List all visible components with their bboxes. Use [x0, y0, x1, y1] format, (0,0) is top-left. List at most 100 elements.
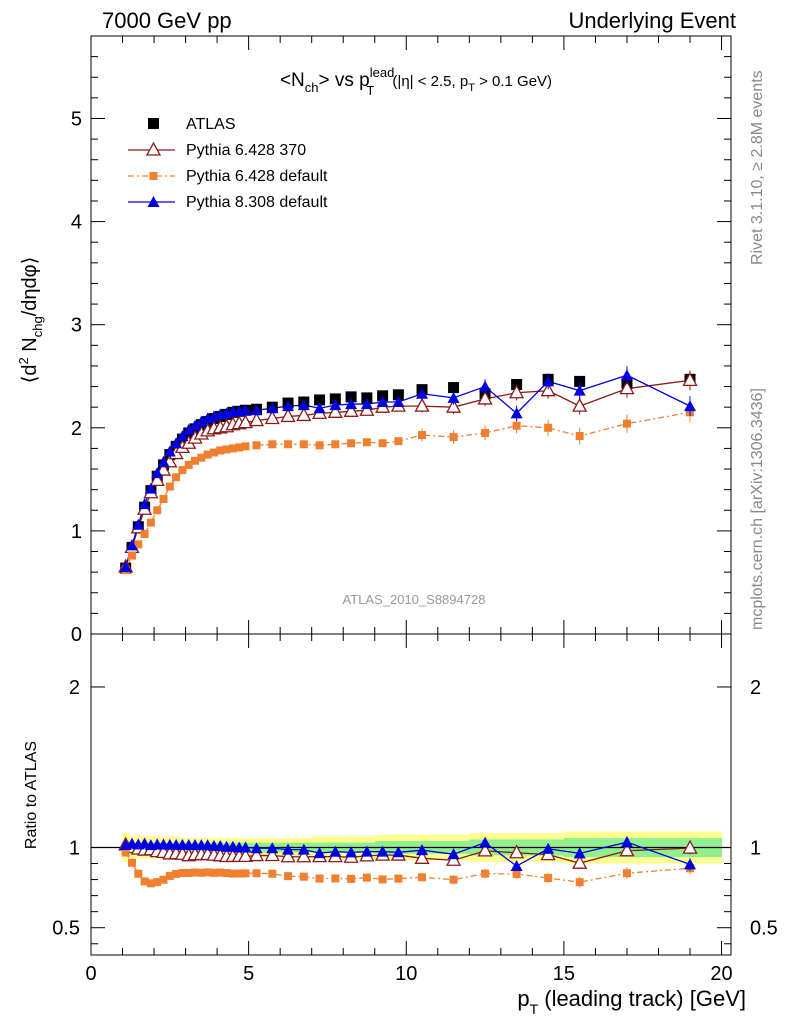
ratio-point-3: [510, 860, 523, 872]
header-right: Underlying Event: [568, 8, 736, 33]
ratio-point-2: [241, 869, 250, 878]
mc-point-2: [172, 473, 181, 482]
mc-point-3: [542, 375, 555, 387]
mc-point-1: [327, 403, 343, 418]
legend-marker-pythia8-default: [147, 196, 160, 207]
ratio-point-2: [228, 869, 237, 878]
ratio-y-tick-labels: 0.5 0.5 1 1 2 2: [52, 677, 778, 940]
mc-point-3: [313, 402, 326, 414]
ratio-point-2: [134, 869, 143, 878]
series-line-1: [125, 379, 691, 568]
mc-point-1: [343, 402, 359, 417]
ratio-point-2: [418, 873, 427, 882]
ratio-point-1: [572, 854, 588, 869]
ratio-point-1: [477, 842, 493, 857]
ratio-point-2: [121, 848, 130, 857]
mc-point-1: [540, 382, 556, 397]
mc-point-3: [157, 455, 170, 467]
mc-point-2: [241, 442, 250, 451]
ratio-point-2: [575, 878, 584, 887]
mc-point-2: [284, 440, 293, 449]
ratio-point-2: [203, 868, 212, 877]
ratio-point-3: [416, 844, 429, 856]
ratio-point-1: [414, 849, 430, 864]
mc-point-2: [235, 443, 244, 452]
mc-point-2: [575, 432, 584, 441]
mc-point-1: [414, 397, 430, 412]
ratio-point-1: [682, 839, 698, 854]
series-line-3: [125, 374, 691, 568]
mc-point-2: [134, 540, 143, 549]
analysis-watermark: ATLAS_2010_S8894728: [343, 592, 486, 607]
ratio-point-2: [252, 869, 261, 878]
ratio-point-2: [512, 869, 521, 878]
legend-label-pythia6-370: Pythia 6.428 370: [186, 142, 306, 159]
legend-label-pythia6-default: Pythia 6.428 default: [186, 168, 328, 185]
mc-point-2: [165, 482, 174, 491]
main-y-tick-label: 0: [71, 624, 82, 646]
ratio-point-1: [264, 847, 280, 862]
x-axis-label: pT (leading track) [GeV]: [517, 986, 746, 1017]
mc-point-1: [619, 380, 635, 395]
mc-point-2: [222, 445, 231, 454]
ratio-point-1: [296, 848, 312, 863]
mc-point-3: [282, 400, 295, 412]
ratio-point-2: [299, 872, 308, 881]
ratio-point-2: [378, 875, 387, 884]
ratio-point-2: [165, 872, 174, 881]
main-y-tick-label: 3: [71, 315, 82, 337]
mc-point-2: [209, 448, 218, 457]
ratio-point-3: [345, 846, 358, 858]
main-panel: 0 1 2 3 4 5 ATLAS_2010_S8894728 <Nch> vs plea…: [16, 35, 732, 646]
mc-point-1: [264, 410, 280, 425]
legend-marker-pythia6-default: [149, 172, 158, 180]
ratio-point-2: [235, 869, 244, 878]
x-tick-label: 5: [243, 963, 254, 985]
ratio-y-tick-label: 1: [69, 837, 80, 859]
ratio-point-3: [479, 836, 492, 848]
mc-point-3: [176, 430, 189, 442]
ratio-point-3: [239, 841, 252, 853]
mc-point-1: [296, 407, 312, 422]
legend-marker-pythia6-370: [145, 141, 162, 156]
series-line-2: [125, 411, 691, 571]
x-tick-label: 15: [553, 963, 575, 985]
main-axis-ticks: [90, 36, 731, 635]
x-tick-label: 0: [85, 963, 96, 985]
mc-point-3: [684, 400, 697, 412]
ratio-point-2: [140, 877, 149, 886]
mc-point-3: [510, 407, 523, 419]
ratio-y-axis-label: Ratio to ATLAS: [23, 741, 40, 849]
mcplots-label: mcplots.cern.ch [arXiv:1306.3436]: [749, 388, 766, 630]
ratio-point-2: [191, 868, 200, 877]
atlas-point: [392, 389, 404, 401]
mc-point-3: [119, 560, 132, 572]
mc-point-2: [512, 421, 521, 430]
mc-point-2: [228, 444, 237, 453]
mc-point-2: [184, 460, 193, 469]
mc-point-1: [248, 412, 265, 427]
ratio-point-2: [178, 868, 187, 877]
ratio-point-2: [394, 874, 403, 883]
ratio-point-2: [362, 873, 371, 882]
mc-point-3: [297, 399, 310, 411]
ratio-point-3: [360, 845, 373, 857]
ratio-point-2: [146, 879, 155, 888]
ratio-point-3: [282, 843, 295, 855]
ratio-line-2: [125, 852, 691, 884]
mc-point-2: [449, 433, 458, 442]
mc-point-3: [144, 482, 157, 494]
ratio-point-1: [445, 851, 462, 866]
mc-point-2: [299, 440, 308, 449]
ratio-point-2: [347, 874, 356, 883]
mc-point-2: [178, 466, 187, 475]
ratio-point-3: [313, 847, 326, 859]
mc-point-3: [573, 384, 586, 396]
ratio-frame: [90, 633, 732, 956]
ratio-point-2: [127, 858, 136, 867]
mc-point-2: [544, 423, 553, 432]
mc-point-3: [479, 380, 492, 392]
mc-point-2: [418, 431, 427, 440]
ratio-point-3: [684, 858, 697, 870]
